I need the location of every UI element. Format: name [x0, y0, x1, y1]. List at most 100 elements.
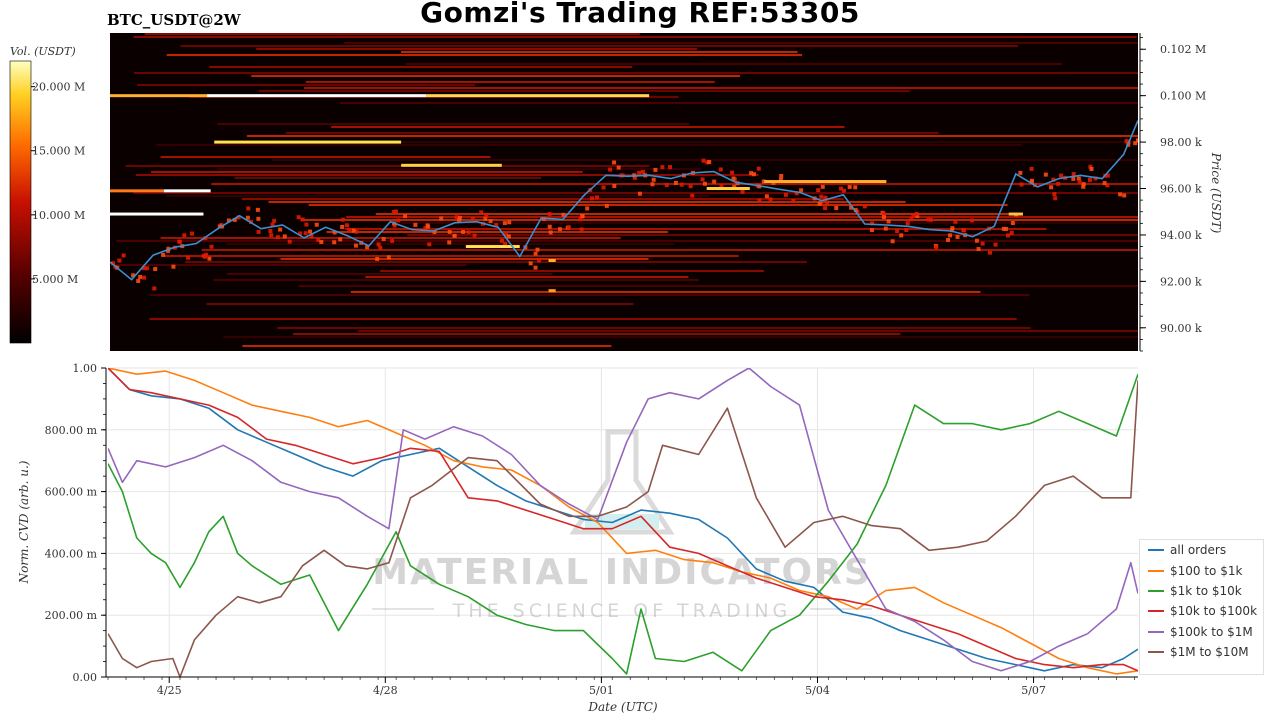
liquidity-cell — [182, 233, 187, 238]
liquidity-cell — [121, 253, 126, 258]
liquidity-cell — [890, 239, 895, 244]
liquidity-cell — [1009, 230, 1014, 235]
liquidity-cell — [1122, 193, 1127, 198]
liquidity-cell — [756, 166, 761, 171]
liquidity-cell — [177, 239, 182, 244]
liquidity-wall — [110, 94, 208, 98]
cvd-y-tick-label: 0.00 — [73, 671, 98, 684]
liquidity-cell — [899, 233, 904, 238]
liquidity-cell — [841, 188, 846, 193]
cvd-x-tick-label: 5/01 — [589, 684, 614, 697]
liquidity-cell — [308, 229, 313, 234]
liquidity-cell — [470, 216, 475, 221]
liquidity-band — [163, 255, 739, 257]
liquidity-cell — [757, 198, 762, 203]
flask-liquid — [585, 514, 659, 529]
liquidity-cell — [484, 213, 489, 218]
liquidity-cell — [535, 247, 540, 252]
liquidity-cell — [533, 265, 538, 270]
liquidity-cell — [479, 210, 484, 215]
cvd-series-line — [108, 380, 1138, 677]
liquidity-cell — [378, 245, 383, 250]
liquidity-cell — [651, 177, 656, 182]
liquidity-cell — [347, 227, 352, 232]
liquidity-band — [135, 174, 759, 176]
liquidity-cell — [1004, 226, 1009, 231]
cvd-series-line — [108, 373, 1138, 675]
liquidity-cell — [203, 252, 208, 257]
liquidity-cell — [131, 273, 136, 278]
liquidity-cell — [1102, 181, 1107, 186]
liquidity-band — [133, 72, 1138, 74]
liquidity-cell — [1005, 233, 1010, 238]
liquidity-band — [211, 183, 1138, 185]
liquidity-cell — [296, 215, 301, 220]
liquidity-cell — [488, 219, 493, 224]
liquidity-wall — [207, 94, 427, 98]
cvd-plot-area — [108, 368, 1138, 677]
cvd-y-tick-label: 200.00 m — [45, 609, 98, 622]
liquidity-band — [298, 285, 1138, 287]
legend-item[interactable]: $100 to $1k — [1140, 560, 1263, 580]
liquidity-wall — [214, 140, 402, 144]
liquidity-cell — [269, 233, 274, 238]
cvd-chart: MATERIAL INDICATORS THE SCIENCE OF TRADI… — [17, 362, 1138, 714]
legend-item[interactable]: $10k to $100k — [1140, 601, 1263, 621]
legend-item[interactable]: $1M to $10M — [1140, 642, 1263, 662]
price-line — [110, 120, 1138, 281]
liquidity-cell — [447, 229, 452, 234]
liquidity-band — [166, 54, 803, 56]
liquidity-cell — [153, 267, 158, 272]
watermark-line2: THE SCIENCE OF TRADING — [452, 600, 792, 622]
liquidity-cell — [272, 218, 277, 223]
liquidity-cell — [427, 242, 432, 247]
liquidity-wall — [163, 189, 211, 193]
liquidity-cell — [1081, 182, 1086, 187]
liquidity-cell — [1052, 192, 1057, 197]
liquidity-cell — [447, 240, 452, 245]
liquidity-cell — [589, 196, 594, 201]
liquidity-cell — [161, 252, 166, 257]
liquidity-cell — [1019, 182, 1024, 187]
liquidity-cell — [862, 204, 867, 209]
liquidity-cell — [209, 244, 214, 249]
liquidity-cell — [494, 223, 499, 228]
liquidity-cell — [1056, 181, 1061, 186]
liquidity-band — [405, 63, 1063, 65]
liquidity-cell — [319, 239, 324, 244]
liquidity-cell — [165, 248, 170, 253]
liquidity-cell — [883, 226, 888, 231]
liquidity-cell — [245, 215, 250, 220]
liquidity-band — [400, 51, 798, 53]
liquidity-band — [326, 231, 668, 233]
liquidity-cell — [616, 165, 621, 170]
liquidity-cell — [702, 181, 707, 186]
liquidity-cell — [351, 228, 356, 233]
liquidity-cell — [483, 216, 488, 221]
price-axis-label: Price (USDT) — [1209, 152, 1223, 234]
liquidity-cell — [426, 224, 431, 229]
price-tick-label: 0.100 M — [1160, 90, 1206, 103]
liquidity-cell — [547, 212, 552, 217]
liquidity-band — [156, 144, 1022, 146]
liquidity-band — [223, 336, 1138, 338]
cvd-y-axis-label: Norm. CVD (arb. u.) — [17, 460, 31, 584]
liquidity-cell — [1071, 176, 1076, 181]
legend-item[interactable]: $100k to $1M — [1140, 622, 1263, 642]
liquidity-cell — [111, 261, 116, 266]
liquidity-cell — [608, 167, 613, 172]
price-tick-label: 92.00 k — [1160, 275, 1202, 288]
colorbar: 20.000 M 15.000 M 10.000 M 5.000 M Vol. (US… — [9, 45, 85, 344]
legend-item[interactable]: all orders — [1140, 540, 1263, 560]
liquidity-cell — [946, 237, 951, 242]
cvd-series-line — [108, 368, 1138, 672]
liquidity-cell — [217, 224, 222, 229]
liquidity-cell — [1081, 184, 1086, 189]
liquidity-cell — [255, 207, 260, 212]
liquidity-band — [227, 273, 553, 275]
liquidity-band — [344, 42, 1138, 44]
liquidity-cell — [637, 170, 642, 175]
legend-item[interactable]: $1k to $10k — [1140, 581, 1263, 601]
liquidity-cell — [138, 274, 143, 279]
liquidity-wall — [706, 187, 750, 191]
